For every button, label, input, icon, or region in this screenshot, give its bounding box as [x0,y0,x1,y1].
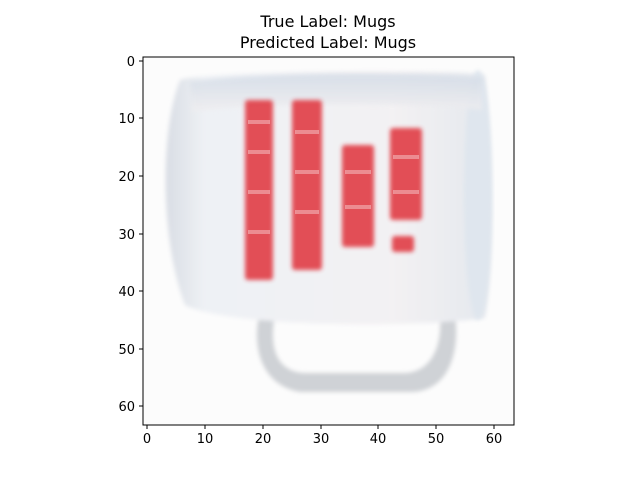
x-tick-label: 40 [370,432,387,447]
x-tick-label: 10 [197,432,214,447]
y-tick-label: 60 [118,400,135,415]
figure-title-true-label: True Label: Mugs [260,12,396,31]
y-tick-label: 10 [118,112,135,127]
y-tick-label: 20 [118,170,135,185]
x-tick-label: 20 [255,432,272,447]
plot-frame [142,56,515,426]
y-axis-ticks [139,60,143,407]
x-axis-ticks [146,425,495,429]
x-tick-label: 60 [486,432,503,447]
mug-image [143,57,514,425]
y-tick-label: 40 [118,285,135,300]
x-tick-label: 0 [143,432,151,447]
y-tick-label: 50 [118,343,135,358]
x-tick-label: 30 [313,432,330,447]
y-tick-label: 30 [118,228,135,243]
y-tick-label: 0 [127,55,135,70]
x-tick-label: 50 [428,432,445,447]
figure-title-predicted-label: Predicted Label: Mugs [239,33,417,52]
